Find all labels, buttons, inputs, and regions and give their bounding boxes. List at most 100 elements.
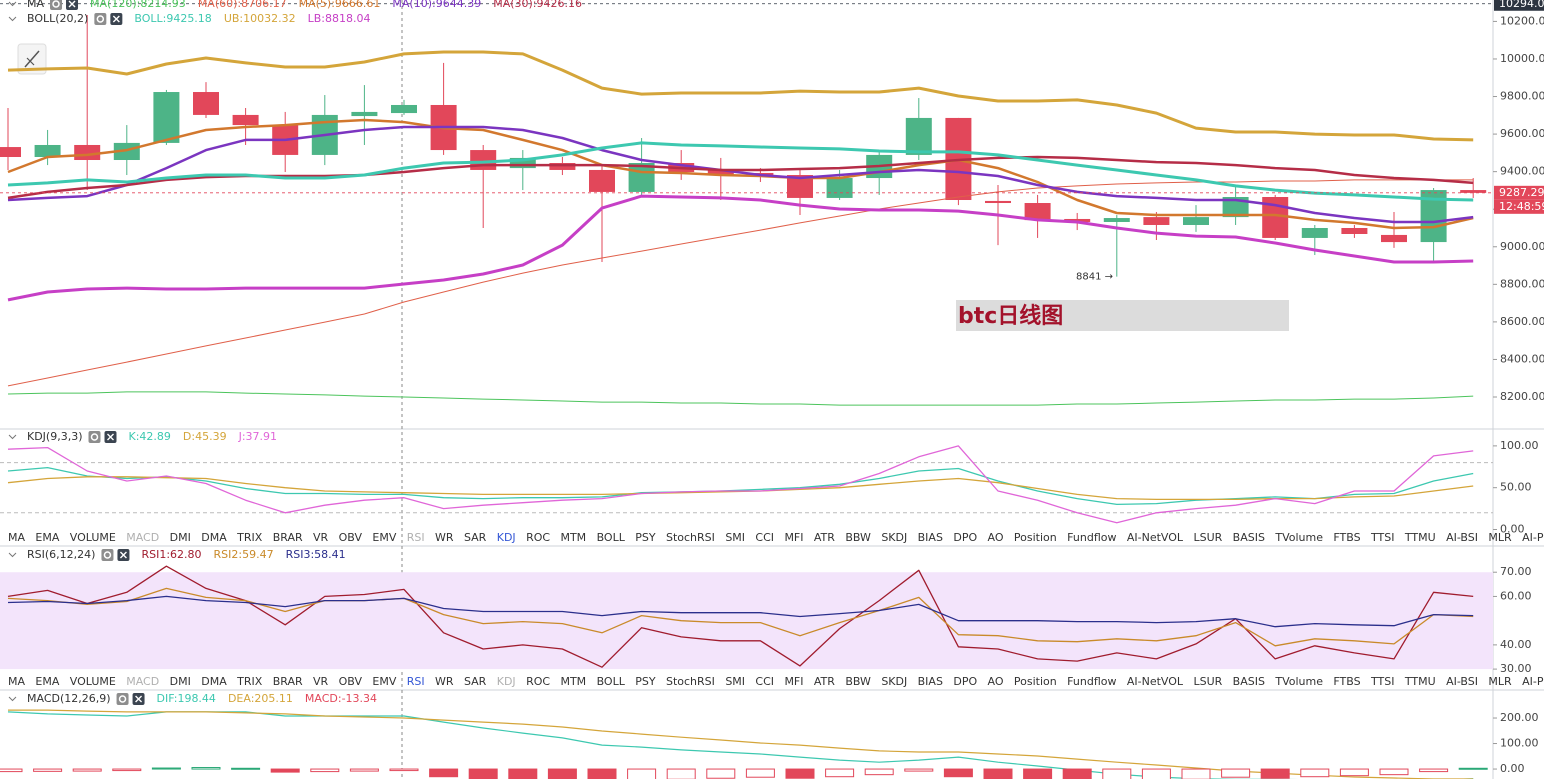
indicator-tab[interactable]: SMI [725, 675, 745, 688]
indicator-tab[interactable]: ATR [814, 531, 835, 544]
indicator-tab[interactable]: VR [313, 531, 329, 544]
legend-item: MA(60):8706.17 [198, 0, 287, 10]
indicator-tab[interactable]: TTSI [1370, 675, 1394, 688]
indicator-tab[interactable]: AI-PD [1522, 531, 1544, 544]
indicator-tab[interactable]: FTBS [1333, 675, 1360, 688]
indicator-tab[interactable]: FTBS [1333, 531, 1360, 544]
legend-item: K:42.89 [129, 430, 171, 443]
indicator-tab[interactable]: MLR [1488, 675, 1512, 688]
indicator-tab[interactable]: DPO [953, 531, 977, 544]
candle-body [0, 147, 21, 158]
indicator-tab[interactable]: TRIX [236, 531, 263, 544]
indicator-tab[interactable]: AI-PD [1522, 675, 1544, 688]
legend-toggle[interactable] [8, 552, 17, 558]
indicator-tab[interactable]: DMI [170, 675, 191, 688]
indicator-tab[interactable]: RSI [407, 675, 425, 688]
indicator-tab[interactable]: MTM [560, 675, 586, 688]
settings-icon [52, 0, 60, 8]
indicator-tab[interactable]: CCI [755, 531, 774, 544]
indicator-tab[interactable]: MTM [560, 531, 586, 544]
countdown-tag [1494, 199, 1544, 214]
indicator-tab[interactable]: WR [435, 675, 454, 688]
settings-button[interactable] [88, 431, 101, 443]
indicator-tab[interactable]: MA [8, 531, 25, 544]
indicator-tab[interactable]: BBW [845, 531, 871, 544]
indicator-tab[interactable]: BASIS [1233, 531, 1265, 544]
indicator-tab[interactable]: SAR [464, 675, 487, 688]
indicator-tab[interactable]: BOLL [597, 531, 626, 544]
indicator-tab[interactable]: TRIX [236, 675, 263, 688]
indicator-tab[interactable]: BBW [845, 675, 871, 688]
indicator-tab[interactable]: BRAR [273, 675, 303, 688]
indicator-tab[interactable]: MACD [126, 675, 159, 688]
indicator-tab[interactable]: EMA [35, 675, 59, 688]
indicator-tab[interactable]: AI-NetVOL [1127, 675, 1184, 688]
indicator-tab[interactable]: Position [1014, 675, 1057, 688]
indicator-tab[interactable]: MA [8, 675, 25, 688]
indicator-tab[interactable]: LSUR [1193, 675, 1222, 688]
settings-button[interactable] [116, 693, 129, 705]
indicator-tab[interactable]: StochRSI [666, 675, 715, 688]
indicator-tab[interactable]: MFI [784, 675, 803, 688]
indicator-tab[interactable]: SMI [725, 531, 745, 544]
indicator-tab[interactable]: SKDJ [881, 531, 907, 544]
indicator-tab[interactable]: AI-BSI [1446, 675, 1478, 688]
close-button[interactable] [66, 0, 79, 10]
legend-toggle[interactable] [8, 696, 17, 702]
indicator-tab[interactable]: TTSI [1370, 531, 1394, 544]
indicator-tab[interactable]: KDJ [497, 531, 516, 544]
indicator-tab[interactable]: EMV [372, 675, 396, 688]
indicator-tab[interactable]: SAR [464, 531, 487, 544]
indicator-tab[interactable]: PSY [635, 531, 656, 544]
indicator-tab[interactable]: TVolume [1274, 675, 1323, 688]
indicator-tab[interactable]: DMA [201, 675, 227, 688]
indicator-tab[interactable]: DPO [953, 675, 977, 688]
indicator-tab[interactable]: BIAS [918, 531, 943, 544]
indicator-tab[interactable]: BIAS [918, 675, 943, 688]
indicator-tab[interactable]: VOLUME [70, 675, 116, 688]
indicator-tab[interactable]: ROC [526, 531, 550, 544]
indicator-tab[interactable]: WR [435, 531, 454, 544]
indicator-tab[interactable]: DMI [170, 531, 191, 544]
indicator-tab[interactable]: BOLL [597, 675, 626, 688]
indicator-tab[interactable]: SKDJ [881, 675, 907, 688]
settings-button[interactable] [94, 13, 107, 25]
legend-toggle[interactable] [8, 16, 17, 22]
indicator-tab[interactable]: RSI [407, 531, 425, 544]
indicator-tab[interactable]: AO [988, 531, 1004, 544]
indicator-tab[interactable]: OBV [339, 675, 363, 688]
legend-toggle[interactable] [8, 434, 17, 440]
indicator-tab[interactable]: KDJ [497, 675, 516, 688]
indicator-tab[interactable]: BASIS [1233, 675, 1265, 688]
indicator-tab[interactable]: CCI [755, 675, 774, 688]
candle-body [905, 117, 932, 155]
indicator-tab[interactable]: Fundflow [1067, 675, 1116, 688]
indicator-tab[interactable]: StochRSI [666, 531, 715, 544]
settings-button[interactable] [101, 549, 114, 561]
indicator-tab[interactable]: LSUR [1193, 531, 1222, 544]
indicator-tab[interactable]: Fundflow [1067, 531, 1116, 544]
y-tick-label: 8800.00 [1500, 277, 1544, 290]
indicator-tab[interactable]: MFI [784, 531, 803, 544]
indicator-tab[interactable]: MLR [1488, 531, 1512, 544]
indicator-tab[interactable]: EMV [372, 531, 396, 544]
legend-toggle[interactable] [8, 1, 17, 7]
drawing-tool-button[interactable] [17, 43, 47, 75]
indicator-tab[interactable]: TTMU [1404, 675, 1436, 688]
indicator-tab[interactable]: BRAR [273, 531, 303, 544]
indicator-tab[interactable]: ROC [526, 675, 550, 688]
indicator-tab[interactable]: AI-BSI [1446, 531, 1478, 544]
indicator-tab[interactable]: DMA [201, 531, 227, 544]
indicator-tab[interactable]: AO [988, 675, 1004, 688]
indicator-tab[interactable]: AI-NetVOL [1127, 531, 1184, 544]
indicator-tab[interactable]: TVolume [1274, 531, 1323, 544]
indicator-tab[interactable]: PSY [635, 675, 656, 688]
indicator-tab[interactable]: ATR [814, 675, 835, 688]
indicator-tab[interactable]: MACD [126, 531, 159, 544]
indicator-tab[interactable]: EMA [35, 531, 59, 544]
indicator-tab[interactable]: TTMU [1404, 531, 1436, 544]
indicator-tab[interactable]: VOLUME [70, 531, 116, 544]
indicator-tab[interactable]: Position [1014, 531, 1057, 544]
indicator-tab[interactable]: VR [313, 675, 329, 688]
indicator-tab[interactable]: OBV [339, 531, 363, 544]
